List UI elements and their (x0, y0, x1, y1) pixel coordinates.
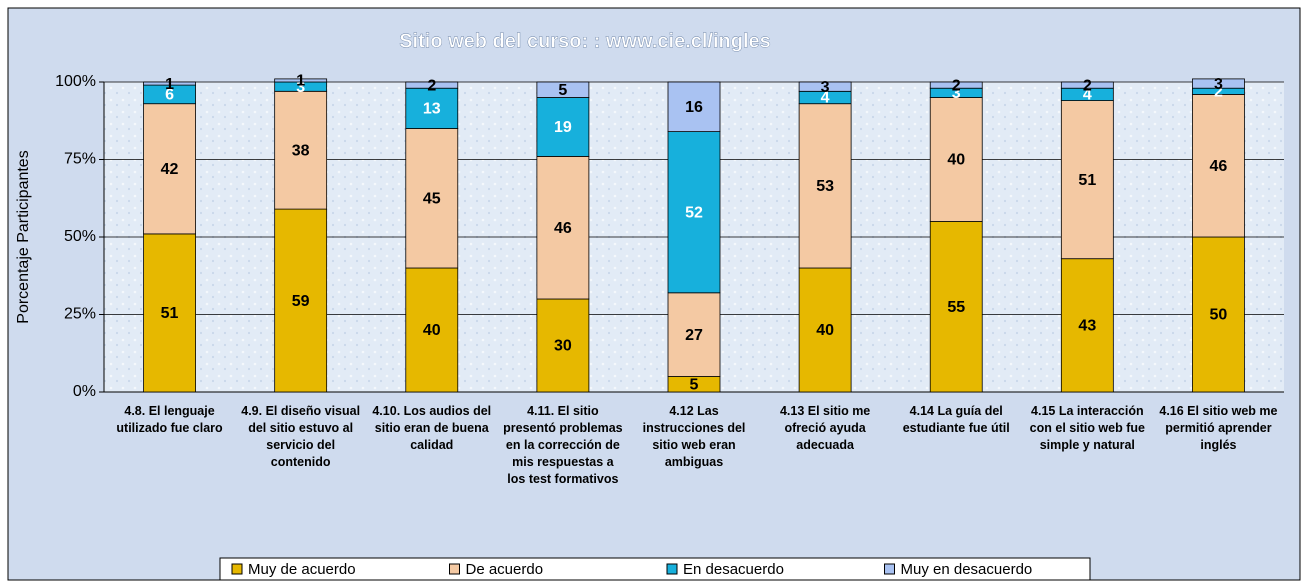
bar-segment (1192, 78, 1245, 89)
data-label: 3 (1214, 76, 1223, 93)
x-tick-label: 4.14 La guía del estudiante fue útil (902, 404, 1010, 435)
y-tick-label: 0% (73, 383, 96, 400)
bar-segment (798, 103, 852, 269)
y-tick-label: 75% (64, 151, 96, 168)
data-label: 46 (554, 220, 572, 237)
data-label: 46 (1210, 158, 1228, 175)
data-label: 55 (947, 299, 965, 316)
data-label: 13 (423, 101, 441, 118)
data-label: 27 (685, 327, 703, 344)
data-label: 5 (690, 376, 699, 393)
data-label: 40 (816, 322, 834, 339)
legend-swatch (449, 563, 460, 575)
bar-segment (929, 81, 983, 89)
bar-segment (405, 81, 459, 89)
bar-segment (536, 298, 590, 393)
data-label: 2 (1214, 84, 1223, 101)
bar-segment (667, 292, 721, 377)
data-label: 51 (1078, 172, 1096, 189)
bar-segment (929, 97, 983, 222)
bar-segment (405, 128, 459, 269)
bar-segment (405, 267, 459, 393)
legend-label: Muy de acuerdo (248, 561, 356, 578)
data-label: 43 (1078, 318, 1096, 335)
bar-segment (798, 267, 852, 393)
bar-segment (1192, 236, 1245, 393)
data-label: 59 (292, 293, 310, 310)
y-tick-label: 100% (55, 73, 96, 90)
data-label: 30 (554, 338, 572, 355)
data-label: 5 (558, 82, 567, 99)
bar-segment (143, 81, 196, 86)
data-label: 1 (165, 76, 174, 93)
data-label: 40 (947, 152, 965, 169)
data-label: 45 (423, 190, 441, 207)
bar-segment (798, 81, 852, 92)
data-label: 52 (685, 204, 703, 221)
bar-segment (274, 90, 328, 210)
data-label: 2 (1083, 77, 1092, 94)
legend-swatch (666, 563, 678, 575)
data-label: 4 (1083, 87, 1092, 104)
data-label: 51 (161, 305, 179, 322)
bar-segment (1060, 81, 1114, 89)
bar-segment (405, 87, 459, 129)
legend: Muy de acuerdo De acuerdo En desacuerdo Muy… (219, 557, 1091, 581)
legend-swatch (884, 563, 895, 575)
x-tick-label: 4.13 El sitio me ofreció ayuda adecuada (779, 404, 871, 452)
data-label: 53 (816, 178, 834, 195)
y-axis-label: Porcentaje Participantes (15, 150, 32, 323)
bar-segment (536, 81, 590, 98)
data-label: 2 (427, 77, 436, 94)
x-tick-label: 4.10. Los audios del sitio eran de buena… (372, 404, 492, 452)
data-label: 4 (821, 90, 830, 107)
bar-segment (143, 233, 196, 393)
bar-segment (1060, 258, 1114, 393)
data-label: 3 (821, 79, 830, 96)
data-label: 42 (161, 161, 179, 178)
legend-label: En desacuerdo (683, 561, 784, 578)
x-tick-label: 4.9. El diseño visual del sitio estuvo a… (241, 404, 361, 469)
data-label: 3 (952, 85, 961, 102)
data-label: 38 (292, 142, 310, 159)
data-label: 16 (685, 99, 703, 116)
x-tick-label: 4.12 Las instrucciones del sitio web era… (642, 404, 746, 469)
x-tick-label: 4.16 El sitio web me permitió aprender i… (1159, 404, 1278, 452)
data-label: 40 (423, 322, 441, 339)
bar-segment (1192, 94, 1245, 238)
data-label: 50 (1210, 307, 1228, 324)
legend-label: Muy en desacuerdo (901, 561, 1033, 578)
legend-box (219, 557, 1091, 581)
data-label: 2 (952, 77, 961, 94)
x-tick-label: 4.8. El lenguaje utilizado fue claro (116, 404, 223, 435)
bar-segment (143, 103, 196, 235)
chart-title: Sitio web del curso: : www.cie.cl/ingles (399, 30, 771, 52)
bar-segment (1060, 100, 1114, 260)
y-tick-label: 25% (64, 306, 96, 323)
data-label: 19 (554, 119, 572, 136)
bar-segment (274, 208, 328, 393)
bar-segment (274, 78, 328, 83)
legend-label: De acuerdo (466, 561, 544, 578)
legend-swatch (231, 563, 243, 575)
x-tick-label: 4.15 La interacción con el sitio web fue… (1029, 404, 1145, 452)
x-tick-label: 4.11. El sitio presentó problemas en la … (503, 404, 623, 486)
bar-segment (667, 81, 721, 132)
y-tick-label: 50% (64, 228, 96, 245)
data-label: 6 (165, 87, 174, 104)
data-label: 1 (296, 73, 305, 90)
bar-segment (667, 131, 721, 294)
data-label: 3 (296, 79, 305, 96)
